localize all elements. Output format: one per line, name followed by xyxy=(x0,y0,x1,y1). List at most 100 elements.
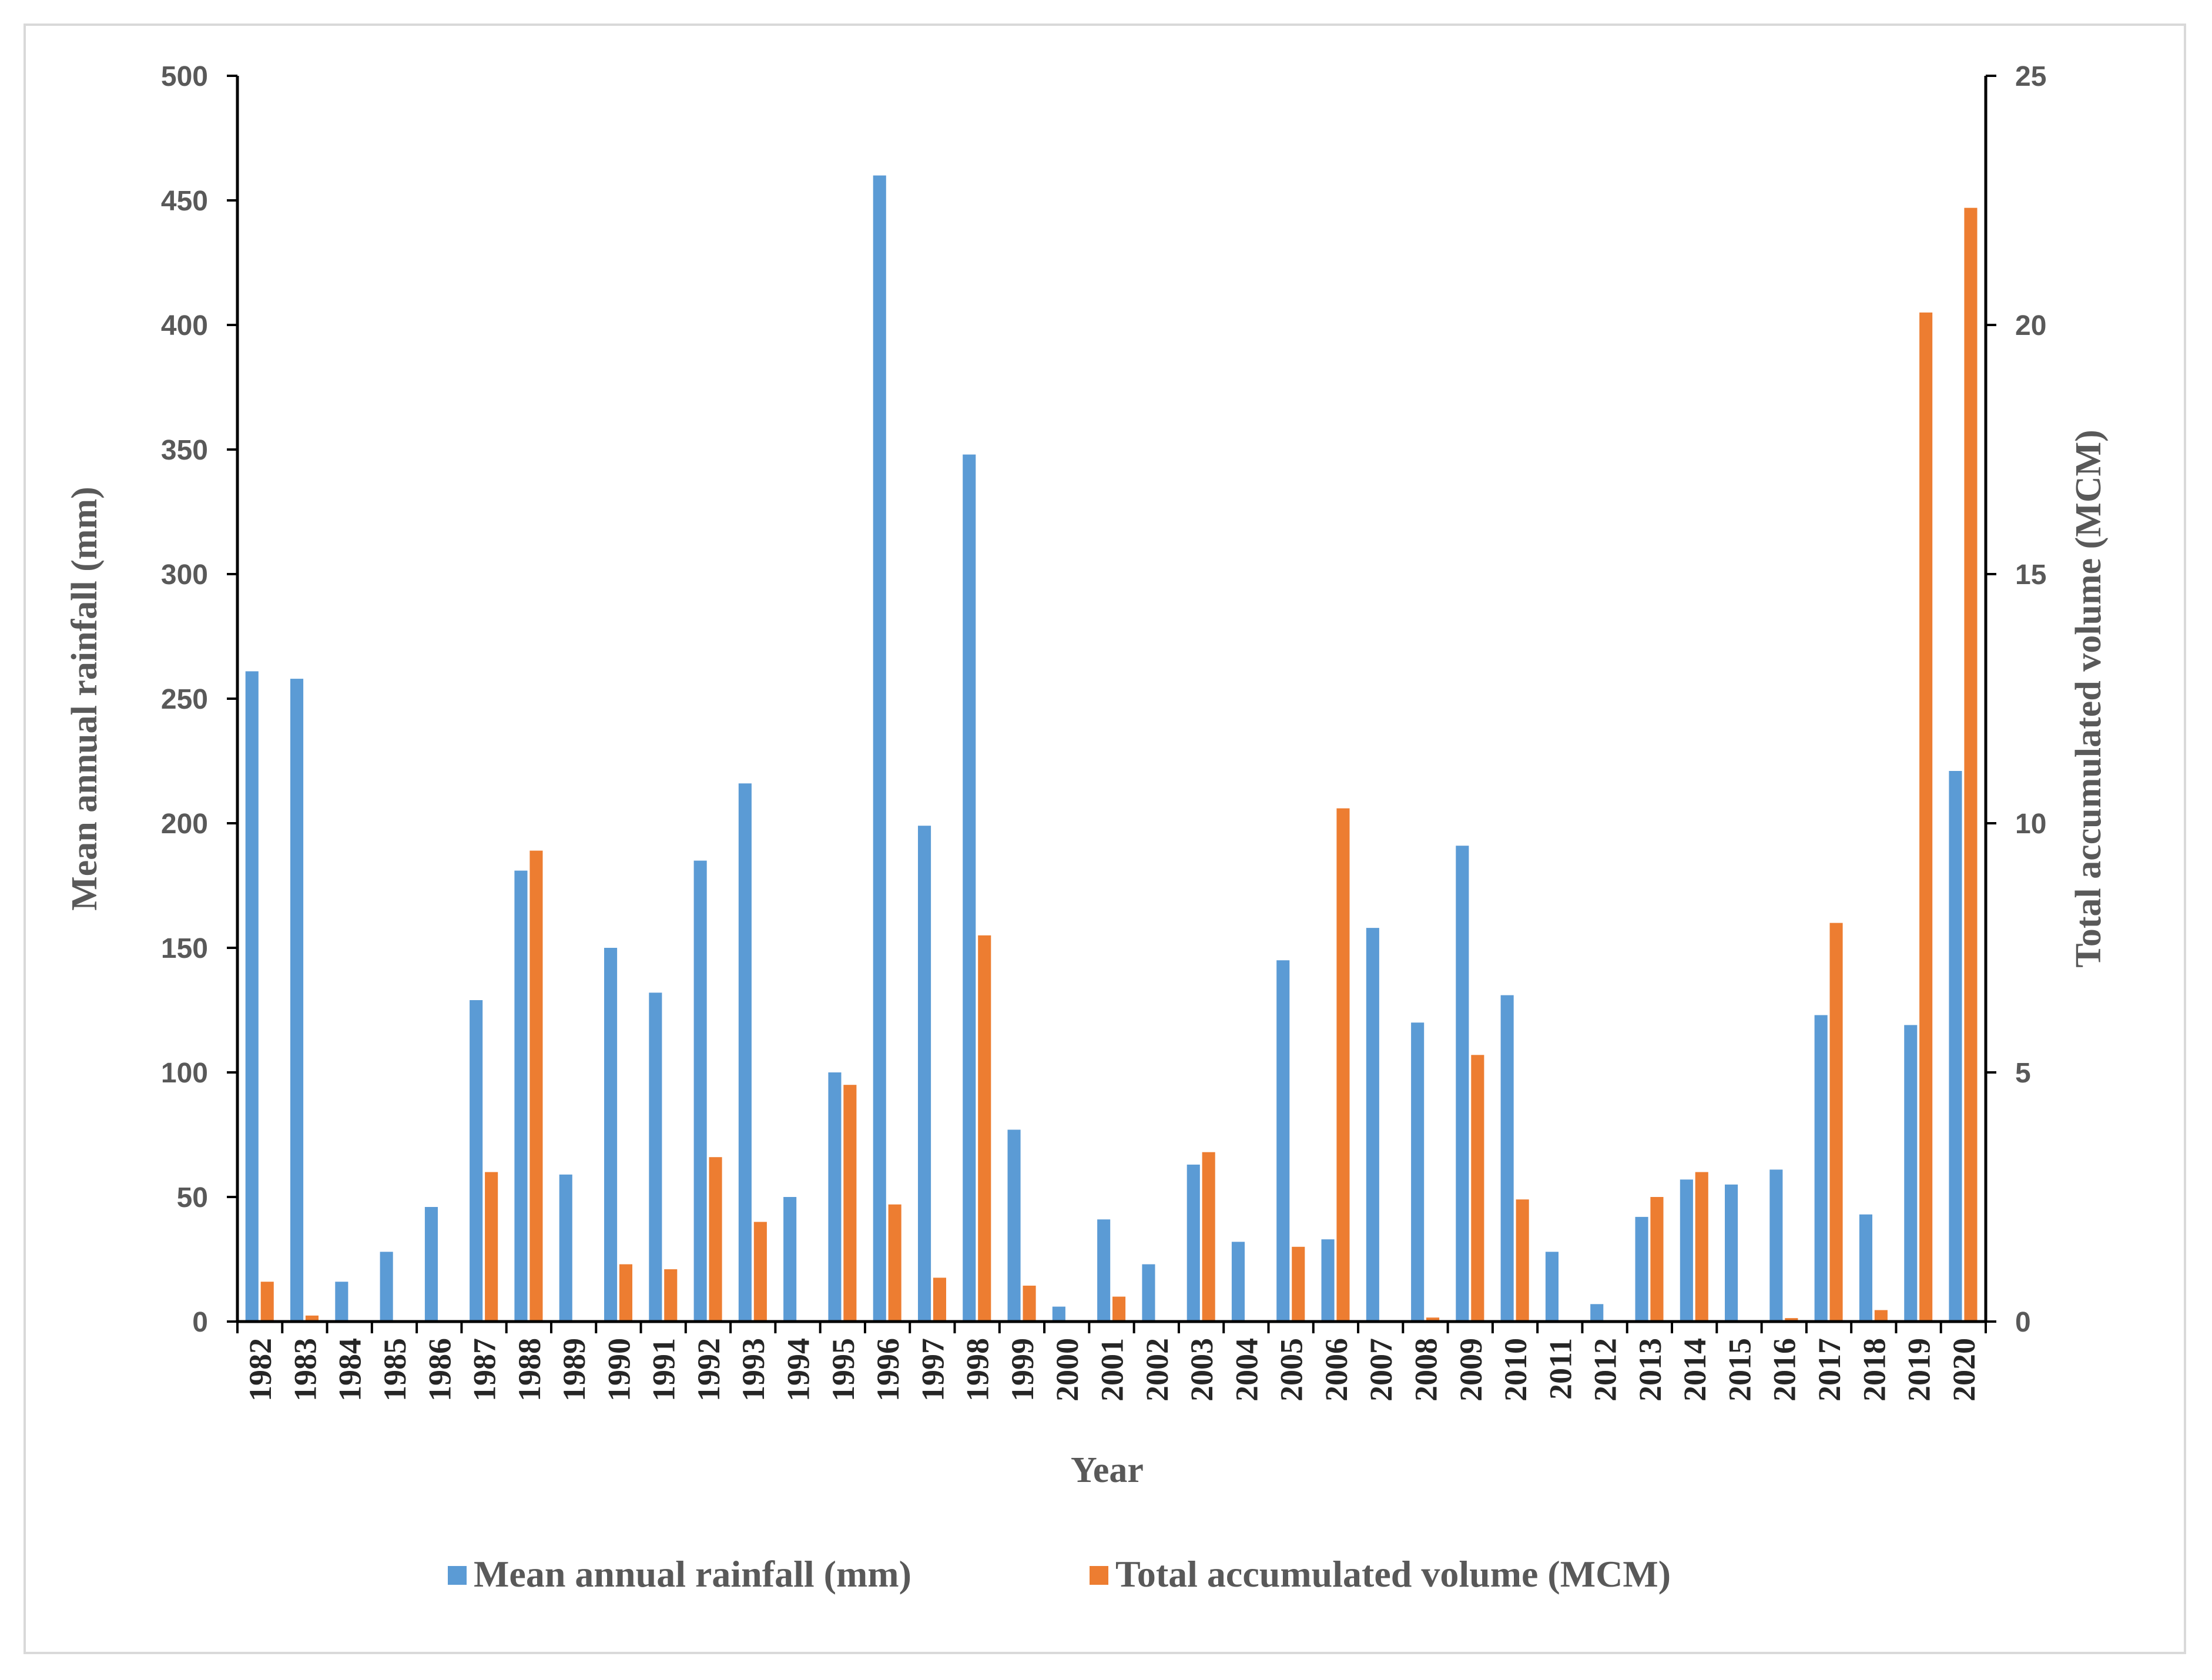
x-tick-label-1987: 1987 xyxy=(467,1338,502,1401)
right-tick-label-25: 25 xyxy=(2015,61,2046,92)
rainfall-bar-1985 xyxy=(380,1252,393,1322)
volume-bar-2008 xyxy=(1426,1317,1440,1322)
rainfall-bar-1987 xyxy=(470,1000,483,1322)
volume-bar-1982 xyxy=(260,1282,274,1322)
y-axis-title: Mean annual rainfall (mm) xyxy=(65,487,105,911)
x-tick-label-2008: 2008 xyxy=(1409,1338,1444,1401)
volume-bar-1987 xyxy=(485,1172,498,1322)
x-tick-label-1999: 1999 xyxy=(1005,1338,1040,1401)
x-tick-label-1989: 1989 xyxy=(557,1338,592,1401)
legend-label-volume: Total accumulated volume (MCM) xyxy=(1115,1553,1671,1595)
rainfall-bar-1994 xyxy=(783,1197,797,1322)
rainfall-bar-1993 xyxy=(738,783,752,1322)
x-tick-label-1983: 1983 xyxy=(287,1338,323,1401)
x-tick-label-2004: 2004 xyxy=(1229,1338,1264,1401)
x-tick-label-1994: 1994 xyxy=(781,1338,816,1401)
volume-bar-2003 xyxy=(1202,1152,1215,1322)
x-tick-label-2014: 2014 xyxy=(1677,1338,1712,1401)
x-tick-label-2007: 2007 xyxy=(1363,1338,1399,1401)
left-tick-label-200: 200 xyxy=(161,809,208,840)
right-tick-label-15: 15 xyxy=(2015,559,2046,591)
x-tick-label-1982: 1982 xyxy=(243,1338,278,1401)
rainfall-bar-1996 xyxy=(873,175,886,1322)
right-tick-label-5: 5 xyxy=(2015,1058,2031,1089)
legend-label-rainfall: Mean annual rainfall (mm) xyxy=(474,1553,911,1595)
x-tick-label-1997: 1997 xyxy=(915,1338,950,1401)
rainfall-bar-1988 xyxy=(514,870,528,1322)
rainfall-bar-2005 xyxy=(1276,960,1290,1322)
rainfall-bar-1998 xyxy=(963,454,976,1322)
x-tick-label-2009: 2009 xyxy=(1453,1338,1489,1401)
y2-axis-title: Total accumulated volume (MCM) xyxy=(2069,430,2109,968)
legend-swatch-rainfall xyxy=(448,1566,467,1585)
x-tick-label-1998: 1998 xyxy=(960,1338,996,1401)
rainfall-bar-2001 xyxy=(1097,1219,1111,1322)
volume-bar-1993 xyxy=(753,1222,767,1322)
x-axis-title: Year xyxy=(1071,1450,1144,1490)
right-tick-label-20: 20 xyxy=(2015,310,2046,341)
x-tick-label-2006: 2006 xyxy=(1319,1338,1354,1401)
right-tick-label-0: 0 xyxy=(2015,1307,2031,1338)
rainfall-bar-2006 xyxy=(1321,1239,1335,1322)
left-tick-label-500: 500 xyxy=(161,61,208,92)
rainfall-bar-1982 xyxy=(245,671,259,1322)
x-tick-label-2002: 2002 xyxy=(1139,1338,1175,1401)
rainfall-bar-2015 xyxy=(1725,1184,1738,1322)
x-tick-label-1992: 1992 xyxy=(691,1338,726,1401)
rainfall-bar-2020 xyxy=(1949,771,1962,1322)
volume-bar-2017 xyxy=(1829,923,1843,1322)
volume-bar-2001 xyxy=(1112,1296,1126,1322)
volume-bar-1991 xyxy=(664,1269,678,1322)
volume-bar-2013 xyxy=(1650,1197,1664,1322)
x-tick-label-1991: 1991 xyxy=(646,1338,682,1401)
x-tick-label-1985: 1985 xyxy=(377,1338,413,1401)
x-tick-label-1990: 1990 xyxy=(601,1338,636,1401)
rainfall-bar-1983 xyxy=(290,679,304,1322)
rainfall-bar-2009 xyxy=(1456,846,1469,1322)
rainfall-bar-2012 xyxy=(1590,1304,1604,1322)
chart-svg: 0 50 100 150 200 250 300 350 400 450 500 0 5 10 15 20 25… xyxy=(65,61,2109,1595)
rainfall-bar-2007 xyxy=(1366,928,1379,1322)
volume-bar-1988 xyxy=(529,850,543,1322)
volume-bar-2009 xyxy=(1471,1055,1484,1322)
x-tick-label-2017: 2017 xyxy=(1812,1338,1847,1401)
rainfall-bar-1997 xyxy=(918,826,931,1322)
x-tick-label-2010: 2010 xyxy=(1498,1338,1533,1401)
rainfall-bar-2008 xyxy=(1411,1022,1425,1322)
x-tick-label-2005: 2005 xyxy=(1274,1338,1309,1401)
rainfall-bar-2019 xyxy=(1904,1025,1918,1322)
rainfall-bar-1991 xyxy=(649,992,662,1322)
left-tick-label-0: 0 xyxy=(192,1307,208,1338)
x-tick-label-2016: 2016 xyxy=(1767,1338,1802,1401)
volume-bar-2019 xyxy=(1919,312,1933,1322)
volume-bar-1999 xyxy=(1023,1285,1036,1322)
x-tick-label-2000: 2000 xyxy=(1050,1338,1085,1401)
volume-bar-2010 xyxy=(1516,1199,1529,1322)
chart-frame: 0 50 100 150 200 250 300 350 400 450 500 0 5 10 15 20 25… xyxy=(24,24,2186,1654)
rainfall-bar-2000 xyxy=(1052,1306,1065,1322)
x-tick-label-1988: 1988 xyxy=(512,1338,547,1401)
volume-bar-1990 xyxy=(619,1264,632,1322)
x-tick-label-1996: 1996 xyxy=(870,1338,906,1401)
rainfall-bar-2018 xyxy=(1859,1214,1872,1322)
rainfall-bar-2014 xyxy=(1680,1179,1693,1322)
rainfall-bar-2017 xyxy=(1814,1015,1828,1322)
x-tick-label-2003: 2003 xyxy=(1184,1338,1219,1401)
left-tick-label-100: 100 xyxy=(161,1058,208,1089)
bars-layer xyxy=(245,175,1978,1322)
x-tick-label-2015: 2015 xyxy=(1722,1338,1757,1401)
volume-bar-1996 xyxy=(888,1204,901,1322)
rainfall-bar-2013 xyxy=(1635,1216,1648,1322)
left-tick-label-350: 350 xyxy=(161,435,208,466)
rainfall-bar-2002 xyxy=(1142,1264,1155,1322)
left-tick-label-150: 150 xyxy=(161,933,208,964)
x-tick-label-2018: 2018 xyxy=(1856,1338,1892,1401)
rainfall-bar-2016 xyxy=(1769,1169,1783,1322)
volume-bar-2014 xyxy=(1695,1172,1708,1322)
x-tick-label-1995: 1995 xyxy=(826,1338,861,1401)
x-tick-label-2013: 2013 xyxy=(1633,1338,1668,1401)
rainfall-bar-1992 xyxy=(693,860,707,1322)
volume-bar-2006 xyxy=(1336,808,1350,1322)
legend: Mean annual rainfall (mm) Total accumula… xyxy=(448,1553,1671,1595)
rainfall-bar-2011 xyxy=(1545,1252,1559,1322)
